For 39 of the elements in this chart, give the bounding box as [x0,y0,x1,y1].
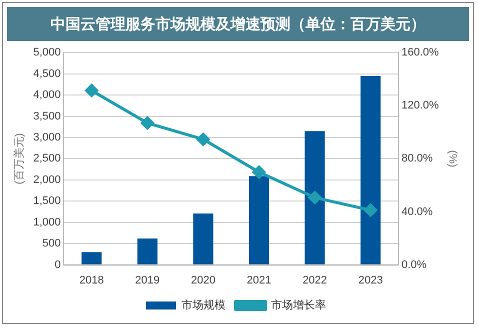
point [196,132,210,146]
y-tick-label: 2,500 [33,152,61,165]
y-axis-title: (百万美元) [12,133,26,184]
y-tick-label: 0 [54,258,61,271]
bar [193,213,214,264]
bar [360,76,381,264]
chart-title: 中国云管理服务市场规模及增速预测（单位：百万美元） [7,7,469,41]
point [364,204,378,217]
bar [137,238,158,264]
y-tick-label: 3,000 [33,132,61,144]
x-tick-label: 2023 [358,274,383,286]
y-tick-label: 1,000 [33,216,61,228]
y-tick-label: 500 [42,238,61,250]
y2-tick-label: 120.0% [401,100,440,112]
y-tick-label: 4,500 [33,68,61,80]
x-tick-label: 2020 [190,274,216,286]
y-tick-label: 4,000 [33,89,61,102]
bar [304,131,325,264]
y2-tick-label: 160.0% [401,46,440,59]
bar [82,252,102,264]
y-tick-label: 5,000 [33,46,61,59]
legend-label: 市场增长率 [271,298,326,312]
bar [248,176,270,264]
point [308,191,322,204]
point [140,116,154,130]
x-tick-label: 2018 [79,274,104,286]
y2-tick-label: 80.0% [401,152,433,165]
x-tick-label: 2021 [246,274,272,286]
x-tick-label: 2019 [135,274,160,286]
y2-tick-label: 0.0% [401,258,427,271]
y2-axis-title: (%) [446,150,458,168]
legend-label: 市场规模 [182,298,226,312]
x-tick-label: 2022 [302,274,328,286]
point [85,84,98,98]
y-tick-label: 3,500 [33,110,61,122]
y-tick-label: 2,000 [33,174,61,186]
point [252,166,266,179]
y2-tick-label: 40.0% [401,206,433,218]
y-tick-label: 1,500 [33,195,61,208]
